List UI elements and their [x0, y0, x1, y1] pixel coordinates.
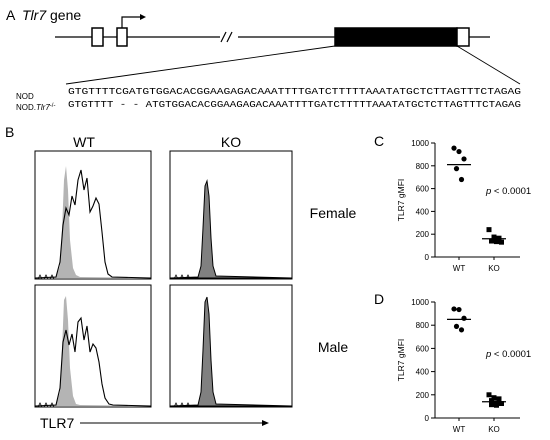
- data-point: [499, 401, 504, 406]
- data-point: [456, 306, 462, 313]
- y-tick-label: 600: [416, 185, 430, 194]
- sequence-nod: GTGTTTTCGATGTGGACACGGAAGAGACAAATTTTGATCT…: [68, 86, 521, 97]
- histogram-frame: [34, 150, 152, 280]
- zoom-line-right: [456, 45, 521, 85]
- panel-d-chart: D 0 200 400 600 800 1000 TLR7 gMFI WT KO p < 0.000…: [374, 291, 531, 434]
- y-tick-label: 1000: [411, 298, 429, 307]
- ko-histogram: [169, 179, 293, 279]
- data-point: [494, 402, 499, 408]
- x-tick-label: KO: [488, 425, 500, 434]
- data-point: [486, 392, 492, 398]
- histogram-frame: [169, 150, 293, 280]
- data-point: [461, 156, 467, 162]
- axis-ticks: [173, 274, 191, 280]
- x-axis-arrowhead: [262, 420, 269, 426]
- data-point: [491, 234, 497, 240]
- exon-coding: [334, 27, 458, 47]
- exon-2: [116, 27, 128, 47]
- histogram-wt-female: [34, 150, 152, 280]
- y-tick-label: 800: [416, 321, 430, 330]
- tss-arrowhead: [140, 14, 146, 20]
- panel-label: C: [374, 133, 384, 149]
- zoom-line-left: [65, 45, 336, 85]
- data-point: [496, 235, 502, 241]
- data-point: [453, 166, 460, 172]
- exon-utr: [456, 27, 470, 47]
- axis-ticks: [37, 402, 55, 408]
- data-point: [458, 176, 465, 183]
- data-point: [486, 227, 492, 233]
- y-tick-label: 200: [416, 230, 430, 239]
- data-point: [489, 402, 494, 408]
- panel-b: B WT KO Female Male: [5, 124, 357, 431]
- tss-arrow: [121, 16, 140, 28]
- panel-b-label: B: [5, 124, 14, 140]
- data-point: [451, 145, 457, 151]
- data-point: [489, 398, 494, 404]
- gene-name: Tlr7: [22, 7, 47, 23]
- data-point: [453, 323, 460, 329]
- y-tick-label: 200: [416, 391, 430, 400]
- sequence-ko: GTGTTTT - - ATGTGGACACGGAAGAGACAAATTTTGA…: [68, 99, 521, 110]
- p-value-annotation: p < 0.0001: [485, 186, 531, 197]
- gene-title: Tlr7 gene: [22, 7, 81, 23]
- p-value-annotation: p < 0.0001: [485, 349, 531, 360]
- data-point: [494, 239, 499, 245]
- y-tick-label: 0: [425, 253, 430, 262]
- row-label-female: Female: [310, 205, 357, 221]
- column-header-ko: KO: [221, 134, 241, 150]
- y-tick-label: 600: [416, 344, 430, 353]
- histogram-ko-female: [169, 150, 293, 280]
- x-tick-label: KO: [488, 264, 500, 273]
- y-tick-label: 400: [416, 207, 430, 216]
- data-point: [456, 148, 462, 155]
- panel-c-chart: C 0 200 400 600 800 1000 TLR7 gMFI WT KO p < 0.000…: [374, 133, 531, 273]
- data-point: [496, 396, 502, 402]
- x-tick-label: WT: [453, 425, 466, 434]
- strain-label-ko: NOD.Tlr7-/-: [16, 103, 55, 112]
- row-label-male: Male: [318, 339, 349, 355]
- column-header-wt: WT: [73, 134, 95, 150]
- gene-title-suffix: gene: [46, 7, 81, 23]
- strain-label-nod: NOD: [16, 92, 34, 101]
- x-axis-label-tlr7: TLR7: [40, 415, 74, 431]
- data-point: [491, 395, 497, 401]
- histogram-frame: [169, 284, 293, 408]
- x-tick-label: WT: [453, 264, 466, 273]
- tlr7-histogram: [34, 316, 152, 407]
- y-tick-label: 1000: [411, 139, 429, 148]
- exon-1: [91, 27, 104, 47]
- data-point: [451, 306, 457, 312]
- y-tick-label: 400: [416, 368, 430, 377]
- ko-histogram: [169, 296, 293, 407]
- panel-a: A Tlr7 gene NOD NOD.Tlr7-/- GTGTTTTCGATG…: [6, 7, 521, 112]
- gene-break-mark: [220, 31, 227, 43]
- panel-a-label: A: [6, 7, 16, 23]
- data-point: [461, 315, 467, 321]
- y-tick-label: 0: [425, 414, 430, 423]
- isotype-histogram: [35, 166, 151, 278]
- histogram-ko-male: [169, 284, 293, 408]
- axis-ticks: [37, 274, 55, 280]
- histogram-wt-male: [34, 284, 152, 408]
- axis-ticks: [173, 402, 191, 408]
- y-axis-label: TLR7 gMFI: [396, 179, 406, 222]
- y-tick-label: 800: [416, 162, 430, 171]
- tlr7-histogram: [34, 169, 152, 279]
- data-point: [489, 238, 494, 244]
- panel-label: D: [374, 291, 384, 307]
- gene-break-mark: [226, 31, 233, 43]
- data-point: [499, 239, 504, 245]
- data-point: [458, 327, 465, 333]
- histogram-frame: [34, 284, 152, 408]
- y-axis-label: TLR7 gMFI: [396, 339, 406, 382]
- isotype-histogram: [35, 296, 151, 406]
